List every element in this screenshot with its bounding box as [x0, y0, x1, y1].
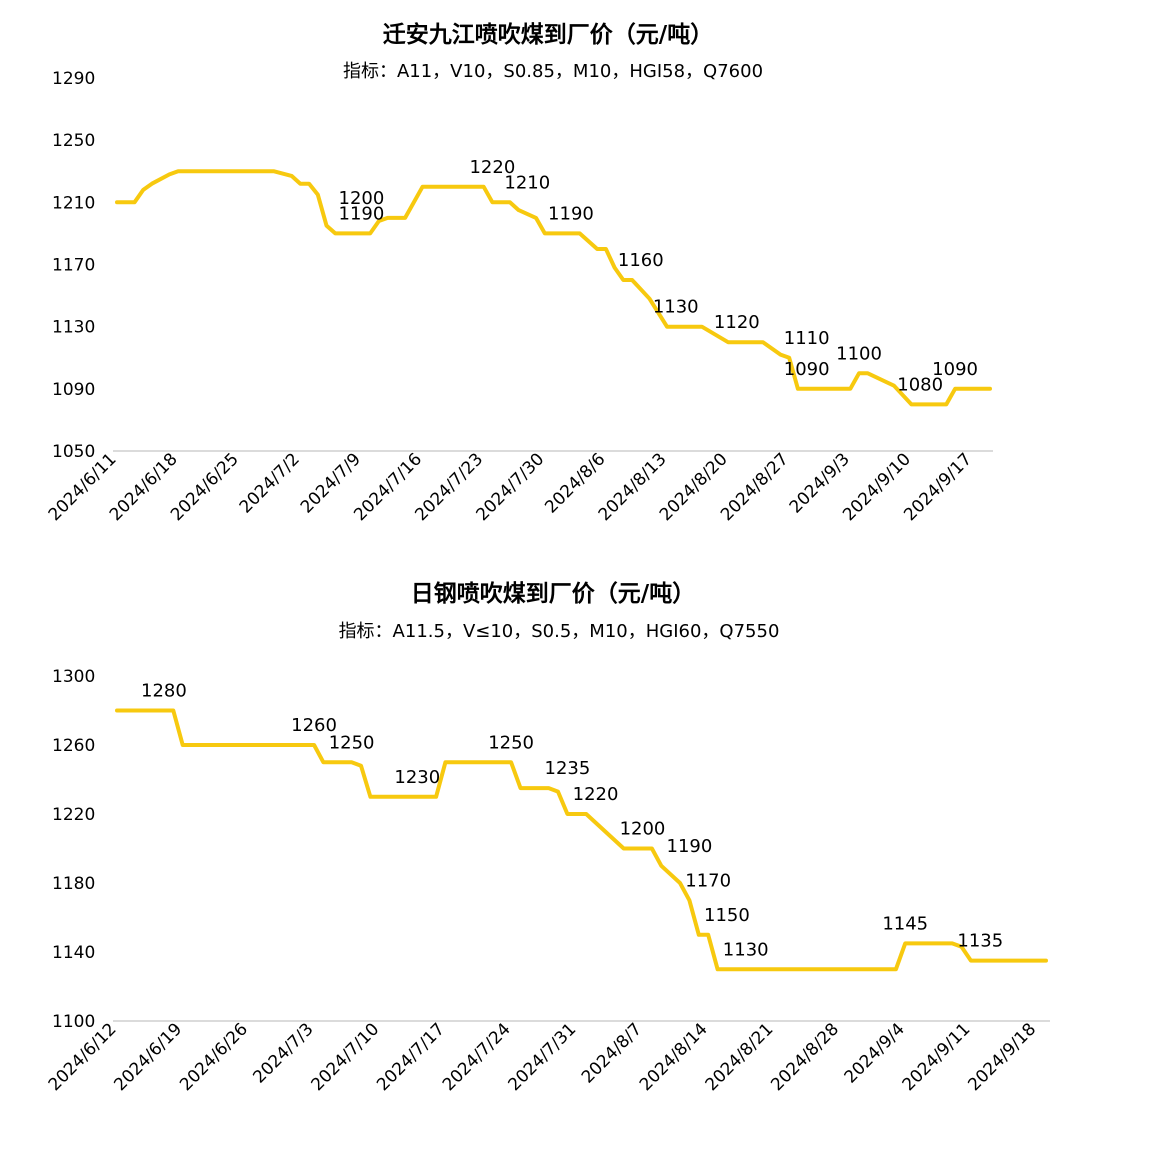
x-tick-label: 2024/7/3	[249, 1019, 317, 1087]
x-tick-label: 2024/9/4	[841, 1019, 909, 1087]
chart-title: 迁安九江喷吹煤到厂价（元/吨）	[383, 21, 713, 48]
chart-qianan-jiujiang: 迁安九江喷吹煤到厂价（元/吨） 指标：A11，V10，S0.85，M10，HGI…	[45, 21, 993, 525]
x-tick-label: 2024/8/21	[702, 1019, 778, 1095]
data-label: 1260	[291, 715, 337, 736]
data-label: 1100	[836, 343, 882, 364]
x-tick-label: 2024/7/24	[439, 1019, 515, 1095]
y-tick-label: 1300	[52, 667, 95, 687]
data-label: 1150	[704, 905, 750, 926]
data-label: 1200	[339, 188, 385, 209]
data-label: 1210	[504, 172, 550, 193]
data-label: 1220	[573, 784, 619, 805]
y-tick-label: 1100	[52, 1012, 95, 1032]
data-label: 1235	[545, 758, 591, 779]
y-tick-label: 1260	[52, 736, 95, 756]
x-tick-label: 2024/9/11	[899, 1019, 975, 1095]
data-label: 1135	[957, 931, 1003, 952]
data-label: 1190	[548, 203, 594, 224]
x-tick-label: 2024/6/19	[110, 1019, 186, 1095]
data-label: 1190	[667, 836, 713, 857]
x-tick-label: 2024/9/18	[964, 1019, 1040, 1095]
x-tick-label: 2024/7/17	[373, 1019, 449, 1095]
data-label: 1200	[620, 819, 666, 840]
data-label: 1130	[653, 297, 699, 318]
x-tick-label: 2024/8/14	[636, 1019, 712, 1095]
y-tick-label: 1220	[52, 805, 95, 825]
price-line	[115, 169, 992, 407]
y-tick-label: 1180	[52, 874, 95, 894]
x-axis-ticks: 2024/6/112024/6/182024/6/252024/7/22024/…	[45, 449, 976, 525]
chart-rigang: 日钢喷吹煤到厂价（元/吨） 指标：A11.5，V≤10，S0.5，M10，HGI…	[45, 580, 1050, 1095]
data-label: 1280	[141, 681, 187, 702]
x-tick-label: 2024/8/28	[767, 1019, 843, 1095]
data-labels: 1200119012201210119011601130112011101090…	[339, 157, 978, 396]
y-axis-ticks: 1050 1090 1130 1170 1210 1250 1290	[52, 69, 95, 462]
x-tick-label: 2024/8/7	[578, 1019, 646, 1087]
data-label: 1250	[488, 732, 534, 753]
x-tick-label: 2024/6/26	[176, 1019, 252, 1095]
data-label: 1130	[723, 939, 769, 960]
y-tick-label: 1210	[52, 193, 95, 213]
data-label: 1145	[882, 913, 928, 934]
y-tick-label: 1250	[52, 131, 95, 151]
y-tick-label: 1140	[52, 943, 95, 963]
x-tick-label: 2024/7/2	[236, 449, 304, 517]
y-tick-label: 1050	[52, 442, 95, 462]
data-label: 1190	[339, 203, 385, 224]
chart-title: 日钢喷吹煤到厂价（元/吨）	[411, 580, 695, 607]
data-label: 1160	[618, 250, 664, 271]
y-axis-ticks: 1100 1140 1180 1220 1260 1300	[52, 667, 95, 1032]
data-labels: 1280126012501230125012351220120011901170…	[141, 681, 1003, 961]
data-label: 1220	[469, 157, 515, 178]
y-tick-label: 1090	[52, 380, 95, 400]
y-tick-label: 1170	[52, 256, 95, 276]
chart-subtitle: 指标：A11，V10，S0.85，M10，HGI58，Q7600	[343, 61, 763, 82]
x-tick-label: 2024/7/10	[308, 1019, 384, 1095]
data-label: 1120	[714, 312, 760, 333]
x-axis-ticks: 2024/6/122024/6/192024/6/262024/7/32024/…	[45, 1019, 1040, 1095]
data-label: 1250	[329, 732, 375, 753]
x-tick-label: 2024/7/31	[505, 1019, 581, 1095]
data-label: 1090	[784, 359, 830, 380]
y-tick-label: 1290	[52, 69, 95, 89]
price-line	[115, 708, 1048, 972]
data-label: 1110	[784, 328, 830, 349]
data-label: 1090	[932, 359, 978, 380]
data-label: 1230	[394, 767, 440, 788]
data-label: 1170	[685, 870, 731, 891]
y-tick-label: 1130	[52, 318, 95, 338]
chart-subtitle: 指标：A11.5，V≤10，S0.5，M10，HGI60，Q7550	[339, 621, 780, 642]
data-label: 1080	[897, 374, 943, 395]
